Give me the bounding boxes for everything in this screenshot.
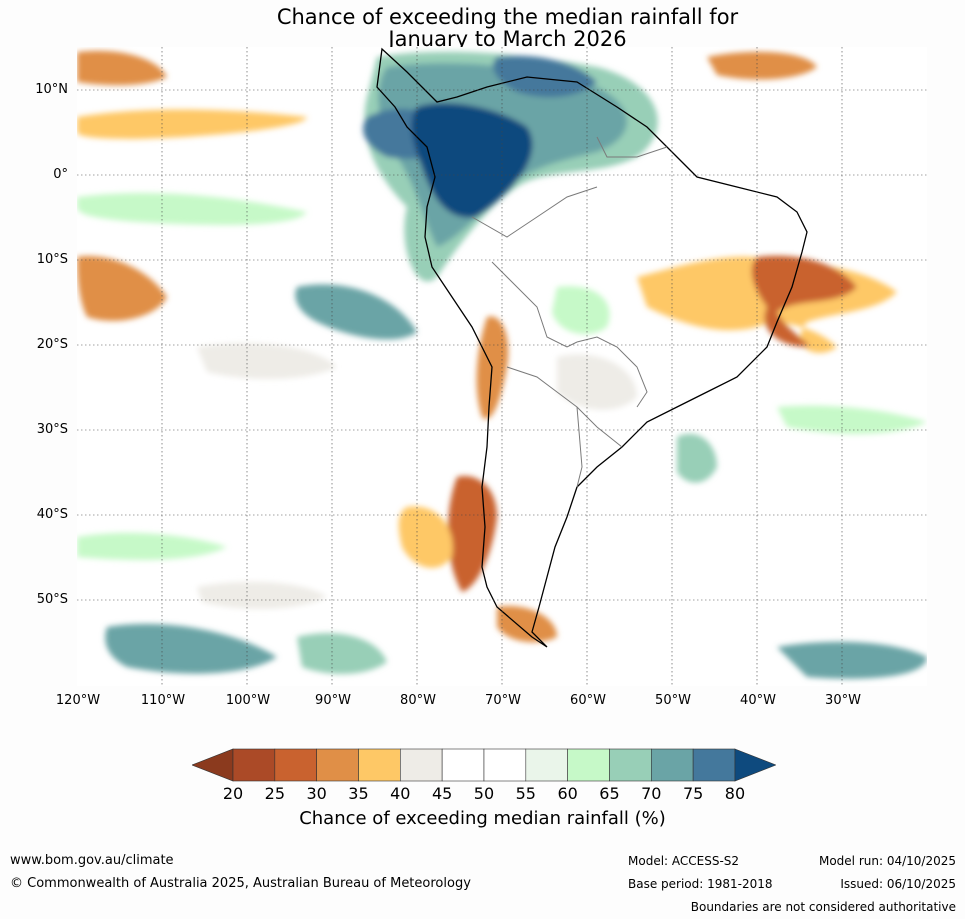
colorbar-segment [441,748,485,782]
colorbar-tick-label: 45 [431,784,453,803]
colorbar-segment [274,748,317,782]
colorbar-segment [400,748,443,782]
south-america-coastline [376,47,808,648]
rainfall-map [77,47,927,686]
lon-label: 90°W [315,693,351,708]
footer-model: Model: ACCESS-S2 [628,854,740,868]
colorbar-tick-label: 20 [222,784,244,803]
rainfall-anomaly-fields [77,50,927,679]
lat-label: 0° [53,167,68,182]
footer-disclaimer: Boundaries are not considered authoritat… [690,900,956,914]
lat-label: 50°S [36,592,68,607]
lon-label: 40°W [740,693,776,708]
lon-label: 30°W [825,693,861,708]
title-line-1: Chance of exceeding the median rainfall … [276,5,739,29]
lat-label: 40°S [36,507,68,522]
footer-issued: Issued: 06/10/2025 [840,877,956,891]
title-line-2: January to March 2026 [388,27,627,51]
lat-label: 10°S [36,252,68,267]
lat-label: 30°S [36,422,68,437]
footer-copyright: © Commonwealth of Australia 2025, Austra… [10,876,471,891]
colorbar-tick-label: 70 [641,784,662,803]
lon-label: 50°W [655,693,691,708]
lat-label: 20°S [36,337,68,352]
colorbar-segment [316,748,359,782]
colorbar-extend-high [734,748,776,782]
graticule [77,47,927,686]
colorbar-segment [692,748,736,782]
colorbar-tick-label: 55 [515,784,536,803]
footer-base-period: Base period: 1981-2018 [628,877,773,891]
colorbar-tick-label: 80 [724,784,746,803]
colorbar-tick-label: 65 [599,784,620,803]
colorbar-extend-low [192,748,234,782]
footer-model-run: Model run: 04/10/2025 [818,854,956,868]
colorbar-segment [609,748,652,782]
colorbar-tick-label: 50 [473,784,495,803]
colorbar-tick-label: 75 [682,784,704,803]
lon-label: 70°W [485,693,521,708]
colorbar-segment [232,748,276,782]
colorbar-tick-label: 60 [557,784,578,803]
colorbar-segment [483,748,527,782]
country-borders [471,136,668,488]
lon-label: 80°W [400,693,436,708]
colorbar-tick-label: 35 [348,784,369,803]
colorbar-label: Chance of exceeding median rainfall (%) [299,808,666,829]
colorbar-segment [525,748,568,782]
lon-label: 120°W [55,693,101,708]
lat-label: 10°N [35,82,68,97]
colorbar-segment [567,748,610,782]
footer-url[interactable]: www.bom.gov.au/climate [10,853,174,868]
colorbar-tick-label: 30 [306,784,327,803]
colorbar-tick-label: 40 [390,784,411,803]
lon-label: 100°W [225,693,271,708]
lon-label: 110°W [140,693,186,708]
colorbar [192,748,776,782]
colorbar-segment [358,748,401,782]
colorbar-tick-label: 25 [264,784,285,803]
lon-label: 60°W [570,693,606,708]
colorbar-segment [650,748,694,782]
